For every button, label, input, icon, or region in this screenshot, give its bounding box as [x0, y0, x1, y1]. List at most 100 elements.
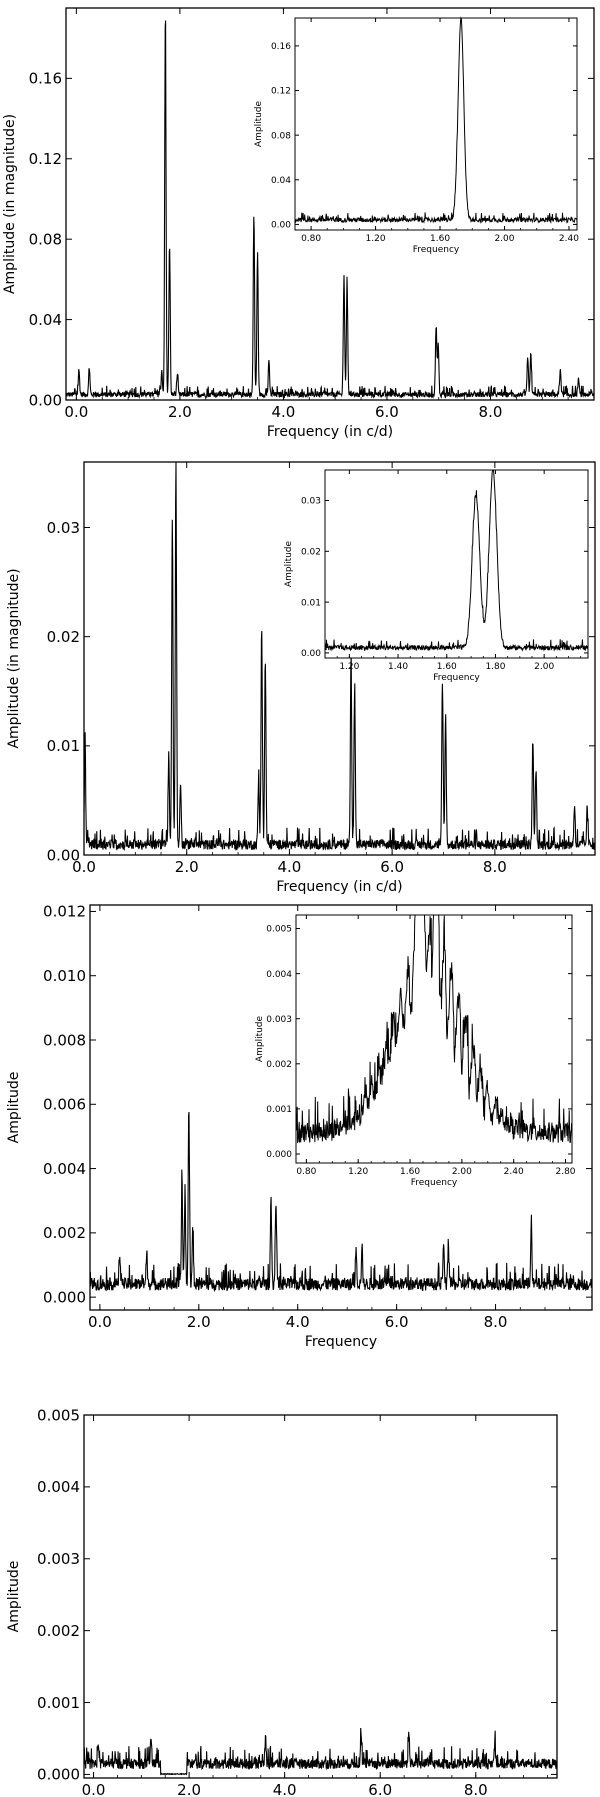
panel4-y-tick-label: 0.000 — [37, 1766, 80, 1784]
panel3-y-tick-label: 0.010 — [43, 967, 86, 985]
panel2-y-axis-title: Amplitude (in magnitude) — [6, 568, 22, 748]
panel2-inset-x-tick-label: 1.80 — [485, 662, 505, 672]
panel4-plot-frame — [83, 1414, 558, 1779]
panel3-y-axis-title: Amplitude — [6, 1072, 22, 1144]
panel1-x-tick-label: 4.0 — [271, 403, 295, 421]
panel2-x-tick-label: 0.0 — [72, 858, 96, 876]
panel2-y-tick-label: 0.01 — [47, 737, 80, 755]
panel4-x-tick-label: 4.0 — [273, 1781, 297, 1797]
panel1-inset-series-line — [294, 16, 578, 224]
panel1-inset-y-tick-label: 0.00 — [271, 221, 291, 231]
panel1-inset-x-tick-label: 2.00 — [494, 234, 514, 244]
panel4-x-tick-label: 8.0 — [464, 1781, 488, 1797]
panel2-y-tick-label: 0.02 — [47, 628, 80, 646]
panel3-x-tick-label: 2.0 — [187, 1313, 211, 1331]
panel4-y-tick-label: 0.001 — [37, 1694, 80, 1712]
panel1-series-line — [65, 20, 595, 400]
chart-panel-4: 0.0 2.0 4.0 6.0 8.0 0.000 0.001 0.002 0.003 0.004… — [6, 1406, 558, 1797]
panel3-y-tick-label: 0.006 — [43, 1096, 86, 1114]
panel3-inset-y-tick-label: 0.003 — [266, 1015, 292, 1025]
panel3-inset-x-axis-title: Frequency — [411, 1178, 458, 1188]
panel3-y-tick-label: 0.008 — [43, 1031, 86, 1049]
panel2-x-tick-label: 6.0 — [380, 858, 404, 876]
panel1-inset-y-tick-label: 0.16 — [271, 42, 291, 52]
panel1-inset-x-tick-label: 0.80 — [301, 234, 321, 244]
panel3-inset-x-tick-label: 2.40 — [504, 1167, 524, 1177]
panel1-inset-y-tick-label: 0.12 — [271, 87, 291, 97]
panel3-series-line — [89, 1111, 593, 1293]
panel1-y-tick-label: 0.16 — [29, 70, 62, 88]
panel4-y-tick-label: 0.004 — [37, 1478, 80, 1496]
panel3-inset-x-tick-label: 2.00 — [452, 1167, 472, 1177]
panel2-inset-x-tick-label: 1.40 — [388, 662, 408, 672]
panel1-x-tick-label: 0.0 — [64, 403, 88, 421]
panel1-y-tick-label: 0.00 — [29, 391, 62, 409]
chart-panel-1: 0.0 2.0 4.0 6.0 8.0 0.00 0.04 0.08 0.12 0.16 Frequ… — [2, 7, 595, 440]
panel1-inset-y-axis-title: Amplitude — [254, 100, 264, 147]
panel2-inset-plot-frame — [324, 469, 589, 659]
panel4-y-tick-label: 0.002 — [37, 1622, 80, 1640]
panel1-y-tick-label: 0.08 — [29, 230, 62, 248]
panel3-y-tick-label: 0.000 — [43, 1288, 86, 1306]
panel3-inset-y-tick-label: 0.004 — [266, 970, 292, 980]
panel4-x-tick-label: 0.0 — [82, 1781, 106, 1797]
panel2-inset-x-tick-label: 2.00 — [534, 662, 554, 672]
panel3-inset-x-tick-label: 1.20 — [348, 1167, 368, 1177]
panel2-y-tick-label: 0.03 — [47, 519, 80, 537]
panel1-x-tick-label: 2.0 — [168, 403, 192, 421]
panel3-inset-series-line — [295, 914, 573, 1144]
panel2-inset-y-axis-title: Amplitude — [284, 540, 294, 587]
panel4-series-line — [83, 1727, 558, 1776]
panel3-inset-x-tick-label: 1.60 — [400, 1167, 420, 1177]
panel2-series-line — [83, 461, 596, 852]
panel3-x-axis-title: Frequency — [305, 1334, 377, 1350]
chart-panel-3: 0.0 2.0 4.0 6.0 8.0 0.000 0.002 0.004 0.006 0.008… — [6, 903, 593, 1350]
panel3-inset-x-tick-label: 0.80 — [296, 1167, 316, 1177]
panel2-y-tick-label: 0.00 — [47, 846, 80, 864]
panel4-y-tick-label: 0.005 — [37, 1406, 80, 1424]
panel1-inset-x-tick-label: 1.60 — [430, 234, 450, 244]
panel3-inset-y-tick-label: 0.002 — [266, 1060, 292, 1070]
panel1-inset-x-tick-label: 1.20 — [366, 234, 386, 244]
panel3-x-tick-label: 4.0 — [286, 1313, 310, 1331]
panel3-inset-y-tick-label: 0.005 — [266, 925, 292, 935]
panel2-inset-x-tick-label: 1.60 — [437, 662, 457, 672]
panel3-inset-y-tick-label: 0.001 — [266, 1105, 292, 1115]
panel3-y-tick-label: 0.002 — [43, 1224, 86, 1242]
panel2-inset: 1.20 1.40 1.60 1.80 2.00 0.00 0.01 0.02 0.03 Freq… — [284, 469, 589, 683]
panel3-inset: 0.80 1.20 1.60 2.00 2.40 2.80 0.000 0.001 0.002 0… — [255, 914, 576, 1188]
panel1-x-tick-label: 8.0 — [479, 403, 503, 421]
panel1-y-axis-title: Amplitude (in magnitude) — [2, 114, 18, 294]
chart-panel-2: 0.0 2.0 4.0 6.0 8.0 0.00 0.01 0.02 0.03 Frequency… — [6, 461, 596, 895]
panel2-x-tick-label: 2.0 — [175, 858, 199, 876]
panel1-x-axis-title: Frequency (in c/d) — [267, 424, 393, 440]
panel2-inset-x-axis-title: Frequency — [433, 673, 480, 683]
panel4-x-tick-label: 2.0 — [177, 1781, 201, 1797]
panel3-y-tick-label: 0.012 — [43, 903, 86, 921]
panel1-y-tick-label: 0.12 — [29, 150, 62, 168]
panel3-x-tick-label: 8.0 — [484, 1313, 508, 1331]
panel2-x-tick-label: 8.0 — [483, 858, 507, 876]
panel1-inset: 0.80 1.20 1.60 2.00 2.40 0.00 0.04 0.08 0.12 0.16… — [254, 16, 579, 255]
panel4-y-tick-label: 0.003 — [37, 1550, 80, 1568]
panel2-inset-y-tick-label: 0.00 — [301, 649, 321, 659]
panel2-x-tick-label: 4.0 — [277, 858, 301, 876]
panel2-inset-x-tick-label: 1.20 — [339, 662, 359, 672]
panel4-x-tick-label: 6.0 — [368, 1781, 392, 1797]
panel1-x-tick-label: 6.0 — [375, 403, 399, 421]
panel1-inset-y-tick-label: 0.04 — [271, 176, 291, 186]
panel2-inset-series-line — [324, 469, 589, 652]
panel1-inset-x-tick-label: 2.40 — [559, 234, 579, 244]
panel1-inset-y-tick-label: 0.08 — [271, 131, 291, 141]
panel4-y-axis-title: Amplitude — [6, 1561, 22, 1633]
panel2-x-axis-title: Frequency (in c/d) — [276, 879, 402, 895]
panel3-x-tick-label: 0.0 — [88, 1313, 112, 1331]
panel1-inset-x-axis-title: Frequency — [413, 245, 460, 255]
panel2-inset-y-tick-label: 0.03 — [301, 497, 321, 507]
panel3-x-tick-label: 6.0 — [385, 1313, 409, 1331]
panel3-inset-x-tick-label: 2.80 — [555, 1167, 575, 1177]
panel1-inset-plot-frame — [294, 17, 578, 231]
panel3-y-tick-label: 0.004 — [43, 1160, 86, 1178]
panel3-inset-y-axis-title: Amplitude — [255, 1015, 265, 1062]
